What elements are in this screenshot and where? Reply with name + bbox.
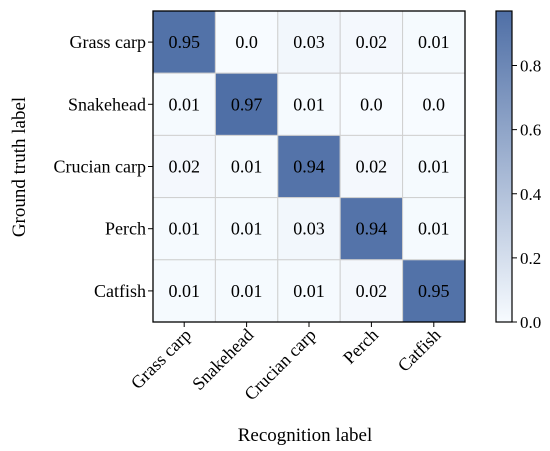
cell-value-label: 0.0: [235, 32, 258, 52]
cell-value-label: 0.02: [168, 157, 200, 177]
cell-value-label: 0.03: [293, 32, 325, 52]
cell-value-label: 0.01: [418, 157, 450, 177]
cell-value-label: 0.01: [168, 94, 200, 114]
heatmap-cell: [152, 259, 216, 323]
heatmap-cell: [214, 197, 279, 261]
cell-value-label: 0.97: [231, 94, 263, 114]
heatmap-cell: [339, 134, 404, 199]
colorbar-tick-label: 0.4: [520, 185, 542, 204]
x-tick-label: Grass carp: [127, 325, 195, 393]
heatmap-cell: [214, 259, 279, 323]
x-tick-label: Catfish: [394, 325, 445, 376]
heatmap-value-labels: 0.95 0.0 0.03 0.02 0.01 0.01 0.97 0.01 0.0 0.0 0.0…: [168, 32, 449, 301]
y-axis-title: Ground truth label: [9, 97, 30, 237]
heatmap-cell: [339, 10, 404, 74]
y-tick-label: Catfish: [94, 281, 146, 301]
heatmap-cells: [152, 10, 466, 323]
cell-value-label: 0.01: [418, 219, 450, 239]
cell-value-label: 0.94: [356, 219, 388, 239]
heatmap-cell: [277, 197, 341, 261]
cell-value-label: 0.01: [231, 157, 263, 177]
heatmap-cell: [152, 10, 216, 74]
cell-value-label: 0.02: [356, 281, 388, 301]
colorbar-tick-label: 0.2: [520, 249, 541, 268]
y-tick-labels: Grass carp Snakehead Crucian carp Perch Catf…: [54, 32, 153, 301]
cell-value-label: 0.0: [423, 94, 446, 114]
cell-value-label: 0.01: [231, 281, 263, 301]
heatmap-cell: [339, 197, 404, 261]
colorbar: 0.0 0.2 0.4 0.6 0.8: [495, 10, 542, 332]
cell-value-label: 0.02: [356, 157, 388, 177]
cell-value-label: 0.03: [293, 219, 325, 239]
cell-value-label: 0.95: [418, 281, 450, 301]
y-tick-label: Snakehead: [68, 94, 146, 114]
colorbar-tick-label: 0.0: [520, 313, 541, 332]
heatmap-cell: [214, 10, 279, 74]
cell-value-label: 0.01: [168, 219, 200, 239]
heatmap-cell: [402, 197, 466, 261]
heatmap-cell: [214, 134, 279, 199]
colorbar-gradient: [495, 10, 513, 323]
heatmap-cell: [277, 72, 341, 136]
cell-value-label: 0.02: [356, 32, 388, 52]
heatmap-cell: [402, 72, 466, 136]
y-tick-label: Perch: [105, 219, 146, 239]
cell-value-label: 0.01: [231, 219, 263, 239]
colorbar-tick-label: 0.6: [520, 121, 541, 140]
colorbar-tick-label: 0.8: [520, 57, 541, 76]
cell-value-label: 0.01: [293, 94, 325, 114]
cell-value-label: 0.01: [293, 281, 325, 301]
cell-value-label: 0.94: [293, 157, 325, 177]
x-tick-label: Perch: [339, 325, 382, 368]
heatmap-cell: [277, 259, 341, 323]
cell-value-label: 0.0: [360, 94, 383, 114]
y-tick-label: Crucian carp: [54, 157, 146, 177]
cell-value-label: 0.01: [168, 281, 200, 301]
x-axis-title: Recognition label: [238, 425, 373, 446]
cell-value-label: 0.95: [168, 32, 200, 52]
cell-value-label: 0.01: [418, 32, 450, 52]
heatmap-cell: [402, 259, 466, 323]
y-tick-label: Grass carp: [70, 32, 146, 52]
